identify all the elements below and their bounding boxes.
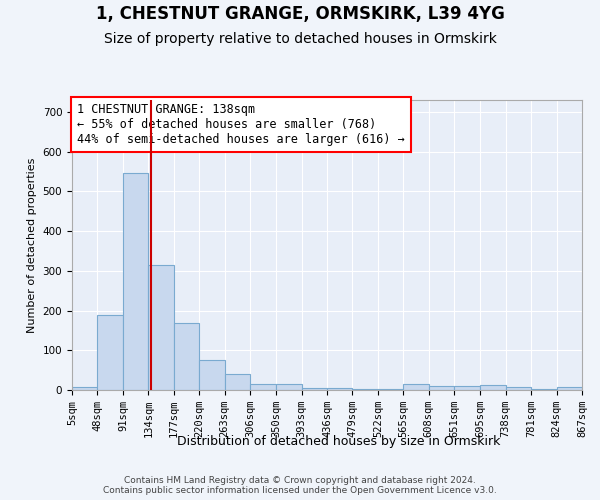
Bar bbox=[480, 385, 506, 390]
Bar bbox=[250, 384, 276, 390]
Bar bbox=[378, 389, 403, 390]
Text: 1 CHESTNUT GRANGE: 138sqm
← 55% of detached houses are smaller (768)
44% of semi: 1 CHESTNUT GRANGE: 138sqm ← 55% of detac… bbox=[77, 103, 405, 146]
Text: Contains HM Land Registry data © Crown copyright and database right 2024.
Contai: Contains HM Land Registry data © Crown c… bbox=[103, 476, 497, 495]
Y-axis label: Number of detached properties: Number of detached properties bbox=[27, 158, 37, 332]
Bar bbox=[72, 387, 97, 390]
Bar bbox=[531, 389, 557, 390]
Bar bbox=[174, 324, 199, 390]
Bar bbox=[327, 388, 352, 390]
Text: Size of property relative to detached houses in Ormskirk: Size of property relative to detached ho… bbox=[104, 32, 496, 46]
Bar bbox=[352, 389, 378, 390]
Bar bbox=[454, 386, 480, 390]
Bar bbox=[276, 384, 302, 390]
Bar bbox=[123, 174, 148, 390]
Bar bbox=[506, 387, 531, 390]
Bar bbox=[199, 360, 224, 390]
Bar bbox=[403, 384, 429, 390]
Bar bbox=[148, 265, 174, 390]
Bar bbox=[557, 387, 582, 390]
Text: 1, CHESTNUT GRANGE, ORMSKIRK, L39 4YG: 1, CHESTNUT GRANGE, ORMSKIRK, L39 4YG bbox=[95, 5, 505, 23]
Bar bbox=[429, 386, 454, 390]
Bar bbox=[302, 388, 327, 390]
Bar bbox=[97, 316, 123, 390]
Text: Distribution of detached houses by size in Ormskirk: Distribution of detached houses by size … bbox=[178, 435, 500, 448]
Bar bbox=[224, 374, 250, 390]
